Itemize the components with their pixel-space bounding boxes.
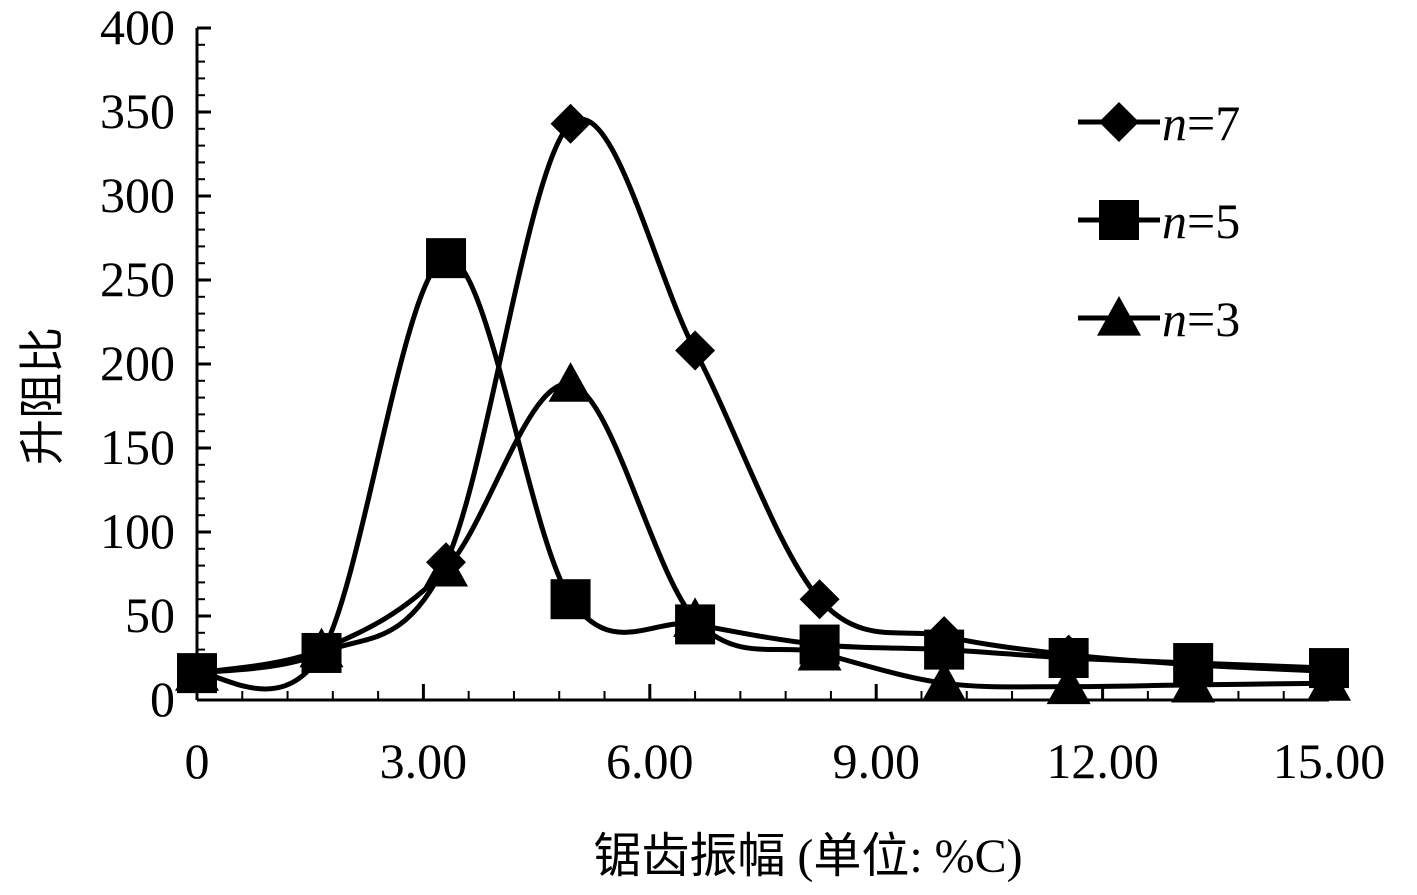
legend-label: n=5 (1162, 193, 1240, 249)
data-point-triangle (1171, 662, 1216, 703)
tick-labels: 0 50 100 150 200 250 300 350 400 0 3.00 6.00 9.00 12.… (100, 0, 1385, 789)
x-tick-label: 9.00 (832, 733, 920, 789)
legend-label-var: n (1162, 95, 1187, 151)
y-tick-label: 150 (100, 419, 175, 475)
legend-item: n=3 (1078, 291, 1240, 347)
series-line (196, 117, 1330, 676)
data-point-triangle (548, 362, 593, 402)
legend-label-var: n (1162, 291, 1187, 347)
legend-label-value: =3 (1187, 291, 1240, 347)
data-point-square (550, 579, 591, 620)
x-tick-label: 12.00 (1046, 733, 1159, 789)
ticks (195, 26, 1331, 702)
y-tick-label: 250 (100, 251, 175, 307)
legend-label-var: n (1162, 193, 1187, 249)
series-triangle (175, 362, 1351, 705)
data-point-triangle (299, 627, 344, 668)
legend-marker-triangle (1097, 296, 1141, 336)
legend-item: n=7 (1078, 95, 1240, 151)
series-layer (175, 103, 1351, 705)
x-tick-label: 3.00 (380, 733, 468, 789)
legend-label: n=3 (1162, 291, 1240, 347)
y-axis-title: 升阻比 (17, 327, 68, 465)
x-axis-title: 锯齿振幅 (单位: %C) (593, 830, 1022, 883)
data-point-diamond (799, 579, 840, 620)
x-tick-label: 6.00 (606, 733, 694, 789)
axes (195, 28, 1329, 702)
legend-label: n=7 (1162, 95, 1240, 151)
series-line (196, 255, 1330, 692)
legend-marker-diamond (1099, 102, 1139, 142)
y-tick-label: 100 (100, 503, 175, 559)
data-point-triangle (673, 597, 718, 637)
data-point-diamond (675, 330, 716, 371)
data-point-triangle (1307, 661, 1351, 701)
legend-marker-square (1099, 200, 1139, 240)
data-point-triangle (424, 546, 469, 587)
y-tick-label: 350 (100, 83, 175, 139)
legend: n=7n=5n=3 (1078, 95, 1240, 347)
legend-label-value: =5 (1187, 193, 1240, 249)
legend-label-value: =7 (1187, 95, 1240, 151)
data-point-triangle (1046, 664, 1091, 705)
y-tick-label: 50 (125, 587, 175, 643)
y-tick-label: 300 (100, 167, 175, 223)
x-tick-label: 15.00 (1273, 733, 1386, 789)
y-tick-label: 400 (100, 0, 175, 55)
data-point-triangle (922, 661, 967, 701)
data-point-diamond (550, 103, 591, 144)
y-tick-label: 200 (100, 335, 175, 391)
data-point-triangle (175, 651, 219, 691)
data-point-triangle (797, 630, 842, 671)
legend-item: n=5 (1078, 193, 1240, 249)
x-tick-label: 0 (185, 733, 210, 789)
data-point-square (426, 238, 467, 279)
y-tick-label: 0 (150, 671, 175, 727)
